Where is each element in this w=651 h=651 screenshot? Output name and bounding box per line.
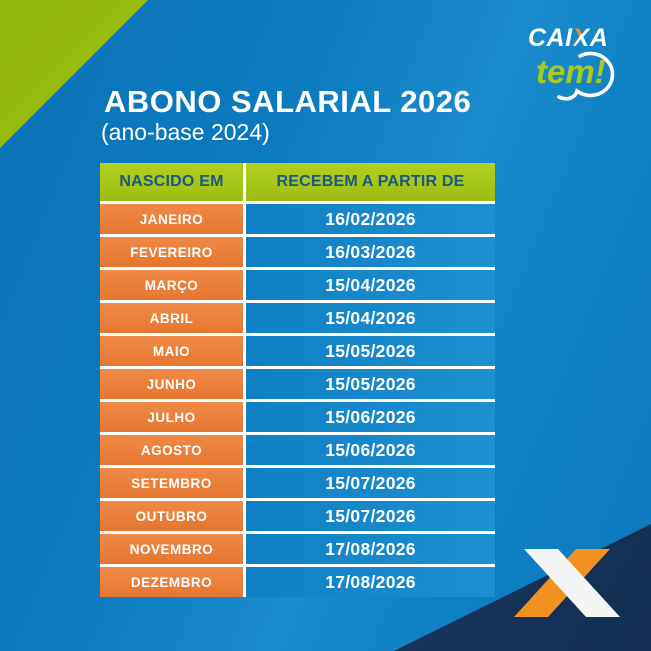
- caixa-x-icon: [514, 549, 620, 617]
- header-cell-recebem: RECEBEM A PARTIR DE: [246, 163, 495, 201]
- tem-badge: tem!: [536, 49, 648, 107]
- month-cell: JUNHO: [100, 369, 243, 399]
- month-cell: DEZEMBRO: [100, 567, 243, 597]
- date-cell: 15/04/2026: [246, 303, 495, 333]
- month-cell: MARÇO: [100, 270, 243, 300]
- date-cell: 15/05/2026: [246, 369, 495, 399]
- month-cell: MAIO: [100, 336, 243, 366]
- tem-label: tem!: [536, 53, 606, 90]
- date-cell: 15/06/2026: [246, 435, 495, 465]
- page-subtitle: (ano-base 2024): [101, 119, 270, 145]
- caixa-wordmark-post: A: [589, 24, 609, 52]
- header-cell-nascido-em: NASCIDO EM: [100, 163, 243, 201]
- caixa-wordmark-pre: CAI: [528, 24, 573, 52]
- date-cell: 16/02/2026: [246, 204, 495, 234]
- caixa-wordmark: CAIXA: [528, 24, 648, 53]
- month-cell: OUTUBRO: [100, 501, 243, 531]
- date-cell: 17/08/2026: [246, 567, 495, 597]
- speech-bubble-icon: [557, 51, 615, 101]
- month-cell: JULHO: [100, 402, 243, 432]
- month-cell: NOVEMBRO: [100, 534, 243, 564]
- month-cell: ABRIL: [100, 303, 243, 333]
- month-cell: AGOSTO: [100, 435, 243, 465]
- page-title: ABONO SALARIAL 2026: [104, 84, 472, 119]
- date-cell: 15/06/2026: [246, 402, 495, 432]
- date-cell: 15/07/2026: [246, 468, 495, 498]
- schedule-table: NASCIDO EM RECEBEM A PARTIR DE JANEIRO 16…: [100, 163, 495, 597]
- date-cell: 16/03/2026: [246, 237, 495, 267]
- date-cell: 17/08/2026: [246, 534, 495, 564]
- month-cell: FEVEREIRO: [100, 237, 243, 267]
- date-cell: 15/05/2026: [246, 336, 495, 366]
- month-cell: SETEMBRO: [100, 468, 243, 498]
- caixa-wordmark-x: X: [572, 24, 590, 52]
- date-cell: 15/07/2026: [246, 501, 495, 531]
- month-cell: JANEIRO: [100, 204, 243, 234]
- date-cell: 15/04/2026: [246, 270, 495, 300]
- caixa-tem-logo: CAIXA tem!: [522, 24, 648, 107]
